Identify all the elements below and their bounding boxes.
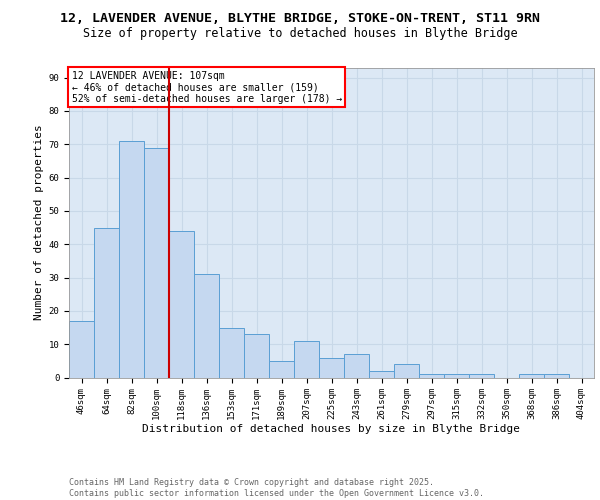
Bar: [319, 358, 344, 378]
Bar: [144, 148, 169, 378]
X-axis label: Distribution of detached houses by size in Blythe Bridge: Distribution of detached houses by size …: [143, 424, 521, 434]
Bar: [269, 361, 294, 378]
Bar: [244, 334, 269, 378]
Bar: [394, 364, 419, 378]
Bar: [169, 231, 194, 378]
Bar: [119, 141, 144, 378]
Bar: [194, 274, 219, 378]
Text: 12, LAVENDER AVENUE, BLYTHE BRIDGE, STOKE-ON-TRENT, ST11 9RN: 12, LAVENDER AVENUE, BLYTHE BRIDGE, STOK…: [60, 12, 540, 26]
Bar: [519, 374, 544, 378]
Text: Contains HM Land Registry data © Crown copyright and database right 2025.
Contai: Contains HM Land Registry data © Crown c…: [69, 478, 484, 498]
Y-axis label: Number of detached properties: Number of detached properties: [34, 124, 44, 320]
Bar: [544, 374, 569, 378]
Bar: [369, 371, 394, 378]
Bar: [94, 228, 119, 378]
Text: 12 LAVENDER AVENUE: 107sqm
← 46% of detached houses are smaller (159)
52% of sem: 12 LAVENDER AVENUE: 107sqm ← 46% of deta…: [71, 70, 342, 104]
Bar: [469, 374, 494, 378]
Text: Size of property relative to detached houses in Blythe Bridge: Size of property relative to detached ho…: [83, 28, 517, 40]
Bar: [69, 321, 94, 378]
Bar: [219, 328, 244, 378]
Bar: [344, 354, 369, 378]
Bar: [294, 341, 319, 378]
Bar: [444, 374, 469, 378]
Bar: [419, 374, 444, 378]
